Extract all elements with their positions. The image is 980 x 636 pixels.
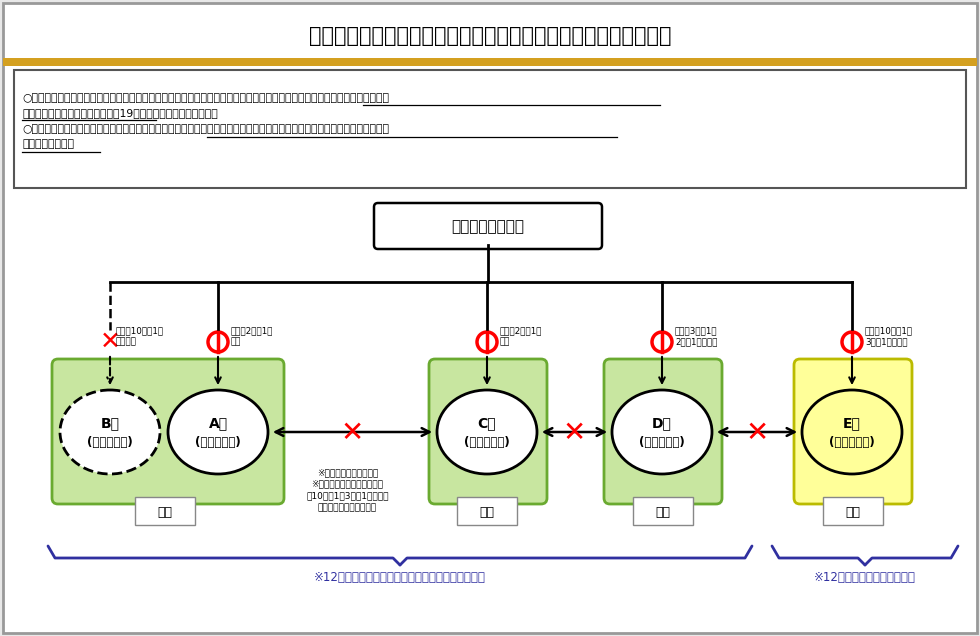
- Text: 認定放送持株会社: 認定放送持株会社: [452, 219, 524, 235]
- Text: 議決権10分の1超
保有不可: 議決権10分の1超 保有不可: [116, 326, 164, 347]
- FancyBboxPatch shape: [3, 58, 977, 66]
- Ellipse shape: [60, 390, 160, 474]
- Text: (地上テレビ): (地上テレビ): [639, 436, 685, 448]
- Ellipse shape: [802, 390, 902, 474]
- FancyBboxPatch shape: [457, 497, 517, 525]
- Ellipse shape: [612, 390, 712, 474]
- Text: 丙県: 丙県: [656, 506, 670, 518]
- Text: ※地上・地上の兼営不可
※関係会社間の支配関係不可
（10分の1超3分の1以下の議
　決権保有の場合は可）: ※地上・地上の兼営不可 ※関係会社間の支配関係不可 （10分の1超3分の1以下の…: [306, 468, 389, 513]
- Text: ✕: ✕: [341, 419, 365, 447]
- FancyBboxPatch shape: [135, 497, 195, 525]
- FancyBboxPatch shape: [3, 3, 977, 633]
- FancyBboxPatch shape: [794, 359, 912, 504]
- Text: ✕: ✕: [100, 330, 121, 354]
- Text: ※12都道府県まで可（広域放送、県域放送の場合）: ※12都道府県まで可（広域放送、県域放送の場合）: [314, 571, 486, 584]
- Text: E社: E社: [843, 416, 861, 430]
- Text: 議決権3分の1超
2分の1以下保有: 議決権3分の1超 2分の1以下保有: [675, 326, 717, 347]
- FancyBboxPatch shape: [14, 70, 966, 188]
- FancyBboxPatch shape: [604, 359, 722, 504]
- FancyBboxPatch shape: [633, 497, 693, 525]
- Text: (地上テレビ): (地上テレビ): [195, 436, 241, 448]
- Text: 甲県: 甲県: [158, 506, 172, 518]
- Text: ことが可能。: ことが可能。: [22, 139, 74, 149]
- Text: 丁県: 丁県: [846, 506, 860, 518]
- Text: ○　認定放送持株会社制度は、総務大臣の認定を受けることにより、基幹放送事業について、持株会社によるグループ経営を: ○ 認定放送持株会社制度は、総務大臣の認定を受けることにより、基幹放送事業につい…: [22, 93, 389, 103]
- Text: ✕: ✕: [746, 419, 768, 447]
- Text: 議決権2分の1超
保有: 議決権2分の1超 保有: [231, 326, 273, 347]
- Text: 乙県: 乙県: [479, 506, 495, 518]
- Text: 議決権2分の1超
保有: 議決権2分の1超 保有: [500, 326, 543, 347]
- Text: (地上テレビ): (地上テレビ): [465, 436, 510, 448]
- Text: 可能とする制度であり、平成19年の放送法改正により創設。: 可能とする制度であり、平成19年の放送法改正により創設。: [22, 108, 218, 118]
- Text: D社: D社: [652, 416, 672, 430]
- FancyBboxPatch shape: [429, 359, 547, 504]
- Text: 認定放送持株会社制度におけるマスメディア集中排除原則の特例: 認定放送持株会社制度におけるマスメディア集中排除原則の特例: [309, 26, 671, 46]
- FancyBboxPatch shape: [823, 497, 883, 525]
- Text: A社: A社: [209, 416, 227, 430]
- Text: ※12のカウントには含めない: ※12のカウントには含めない: [814, 571, 916, 584]
- Text: B社: B社: [101, 416, 120, 430]
- Text: 議決権10分の1超
3分の1以下保有: 議決権10分の1超 3分の1以下保有: [865, 326, 913, 347]
- Text: ○　認定放送持株会社制度を活用する場合は、マスメディア集中排除原則の特例として、複数の基幹放送事業者を傘下に置く: ○ 認定放送持株会社制度を活用する場合は、マスメディア集中排除原則の特例として、…: [22, 124, 389, 134]
- Text: ✕: ✕: [563, 419, 586, 447]
- Text: (地上テレビ): (地上テレビ): [87, 436, 133, 448]
- FancyBboxPatch shape: [374, 203, 602, 249]
- Ellipse shape: [437, 390, 537, 474]
- Text: C社: C社: [477, 416, 496, 430]
- Ellipse shape: [168, 390, 268, 474]
- Text: (地上テレビ): (地上テレビ): [829, 436, 875, 448]
- FancyBboxPatch shape: [52, 359, 284, 504]
